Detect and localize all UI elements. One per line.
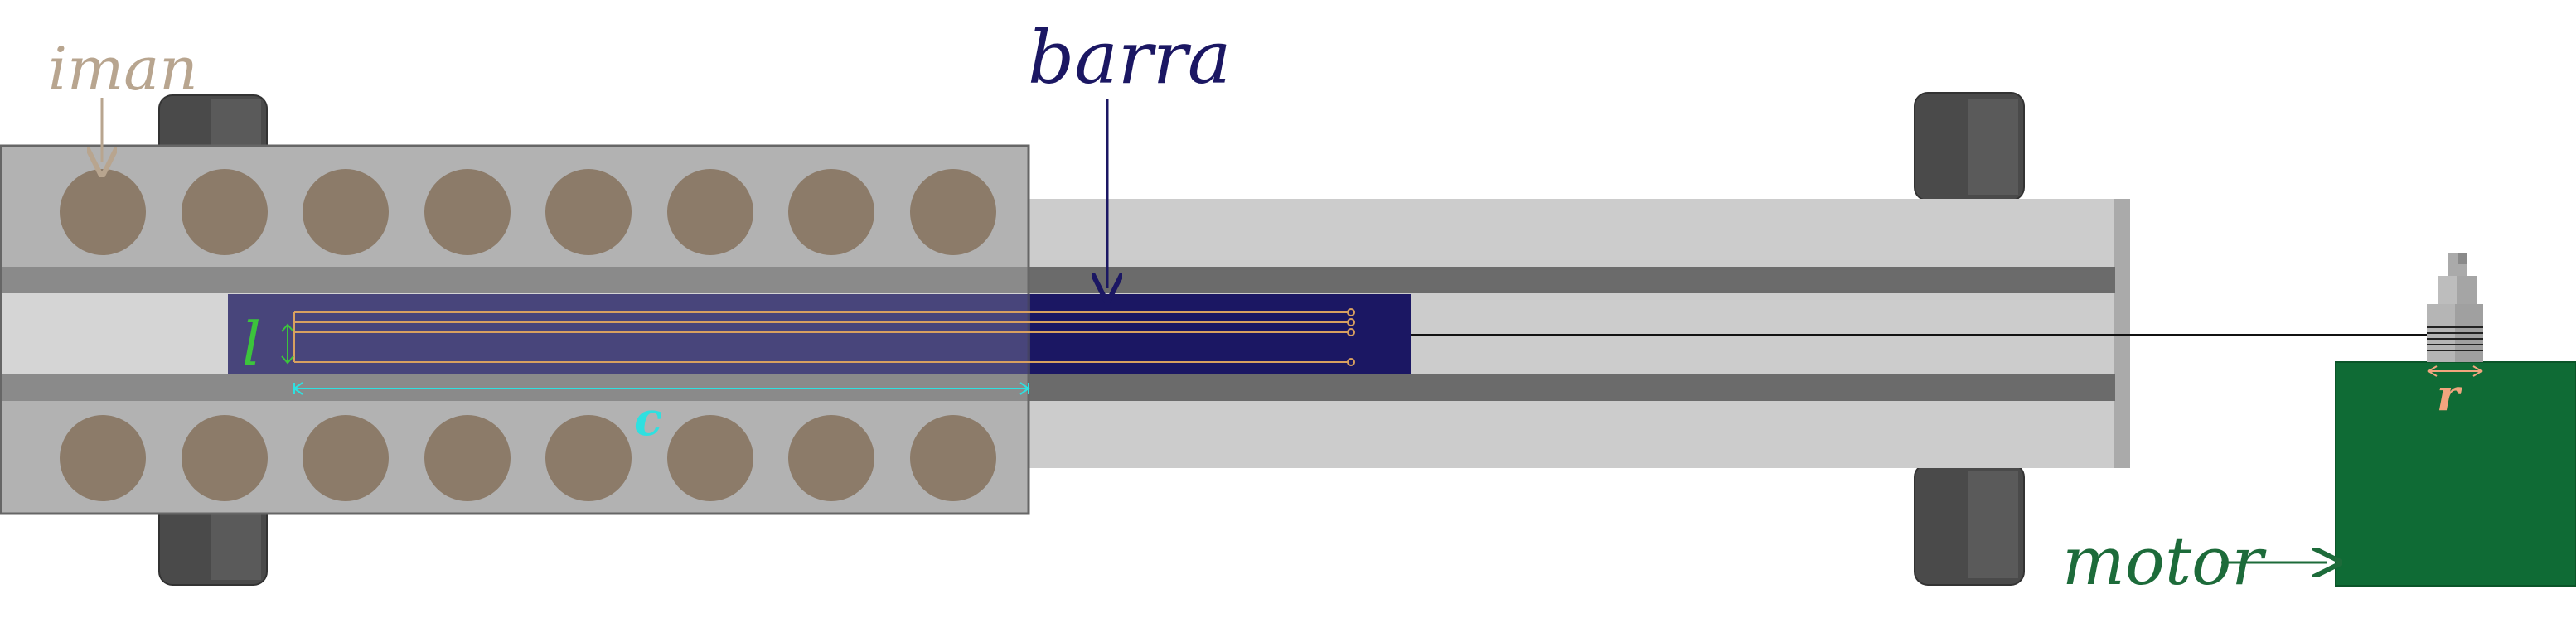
r-label: r	[2437, 370, 2462, 421]
magnet	[788, 169, 874, 255]
motor-callout: motor	[2062, 523, 2327, 600]
magnet	[545, 169, 632, 255]
c-dimension: c	[293, 382, 1030, 447]
magnet	[60, 169, 146, 255]
magnets-top	[60, 169, 996, 255]
motor-body	[2335, 361, 2576, 587]
magnet-label: iman	[48, 34, 198, 104]
magnet	[303, 169, 389, 255]
magnet	[424, 169, 511, 255]
magnet	[182, 169, 268, 255]
magnets-bottom	[60, 415, 996, 501]
magnet	[60, 415, 146, 501]
bar-label: barra	[1028, 15, 1231, 100]
magnet	[424, 415, 511, 501]
l-label: l	[242, 309, 261, 379]
motor	[2335, 253, 2576, 587]
l-dimension: l	[242, 309, 294, 379]
magnet	[910, 415, 996, 501]
magnet	[545, 415, 632, 501]
magnet	[182, 415, 268, 501]
magnet	[303, 415, 389, 501]
magnet	[910, 169, 996, 255]
magnet-callout: iman	[48, 34, 198, 162]
bar-inside-housing	[228, 294, 1029, 374]
r-dimension: r	[2427, 365, 2483, 421]
bar-callout: barra	[1028, 15, 1231, 288]
motor-shaft	[2427, 253, 2483, 362]
rail-end-plate	[2114, 199, 2130, 468]
magnet	[788, 415, 874, 501]
coil-wires	[293, 308, 1355, 366]
magnet	[667, 415, 753, 501]
magnet-housing	[0, 144, 1030, 515]
magnet	[667, 169, 753, 255]
c-label: c	[634, 392, 662, 447]
